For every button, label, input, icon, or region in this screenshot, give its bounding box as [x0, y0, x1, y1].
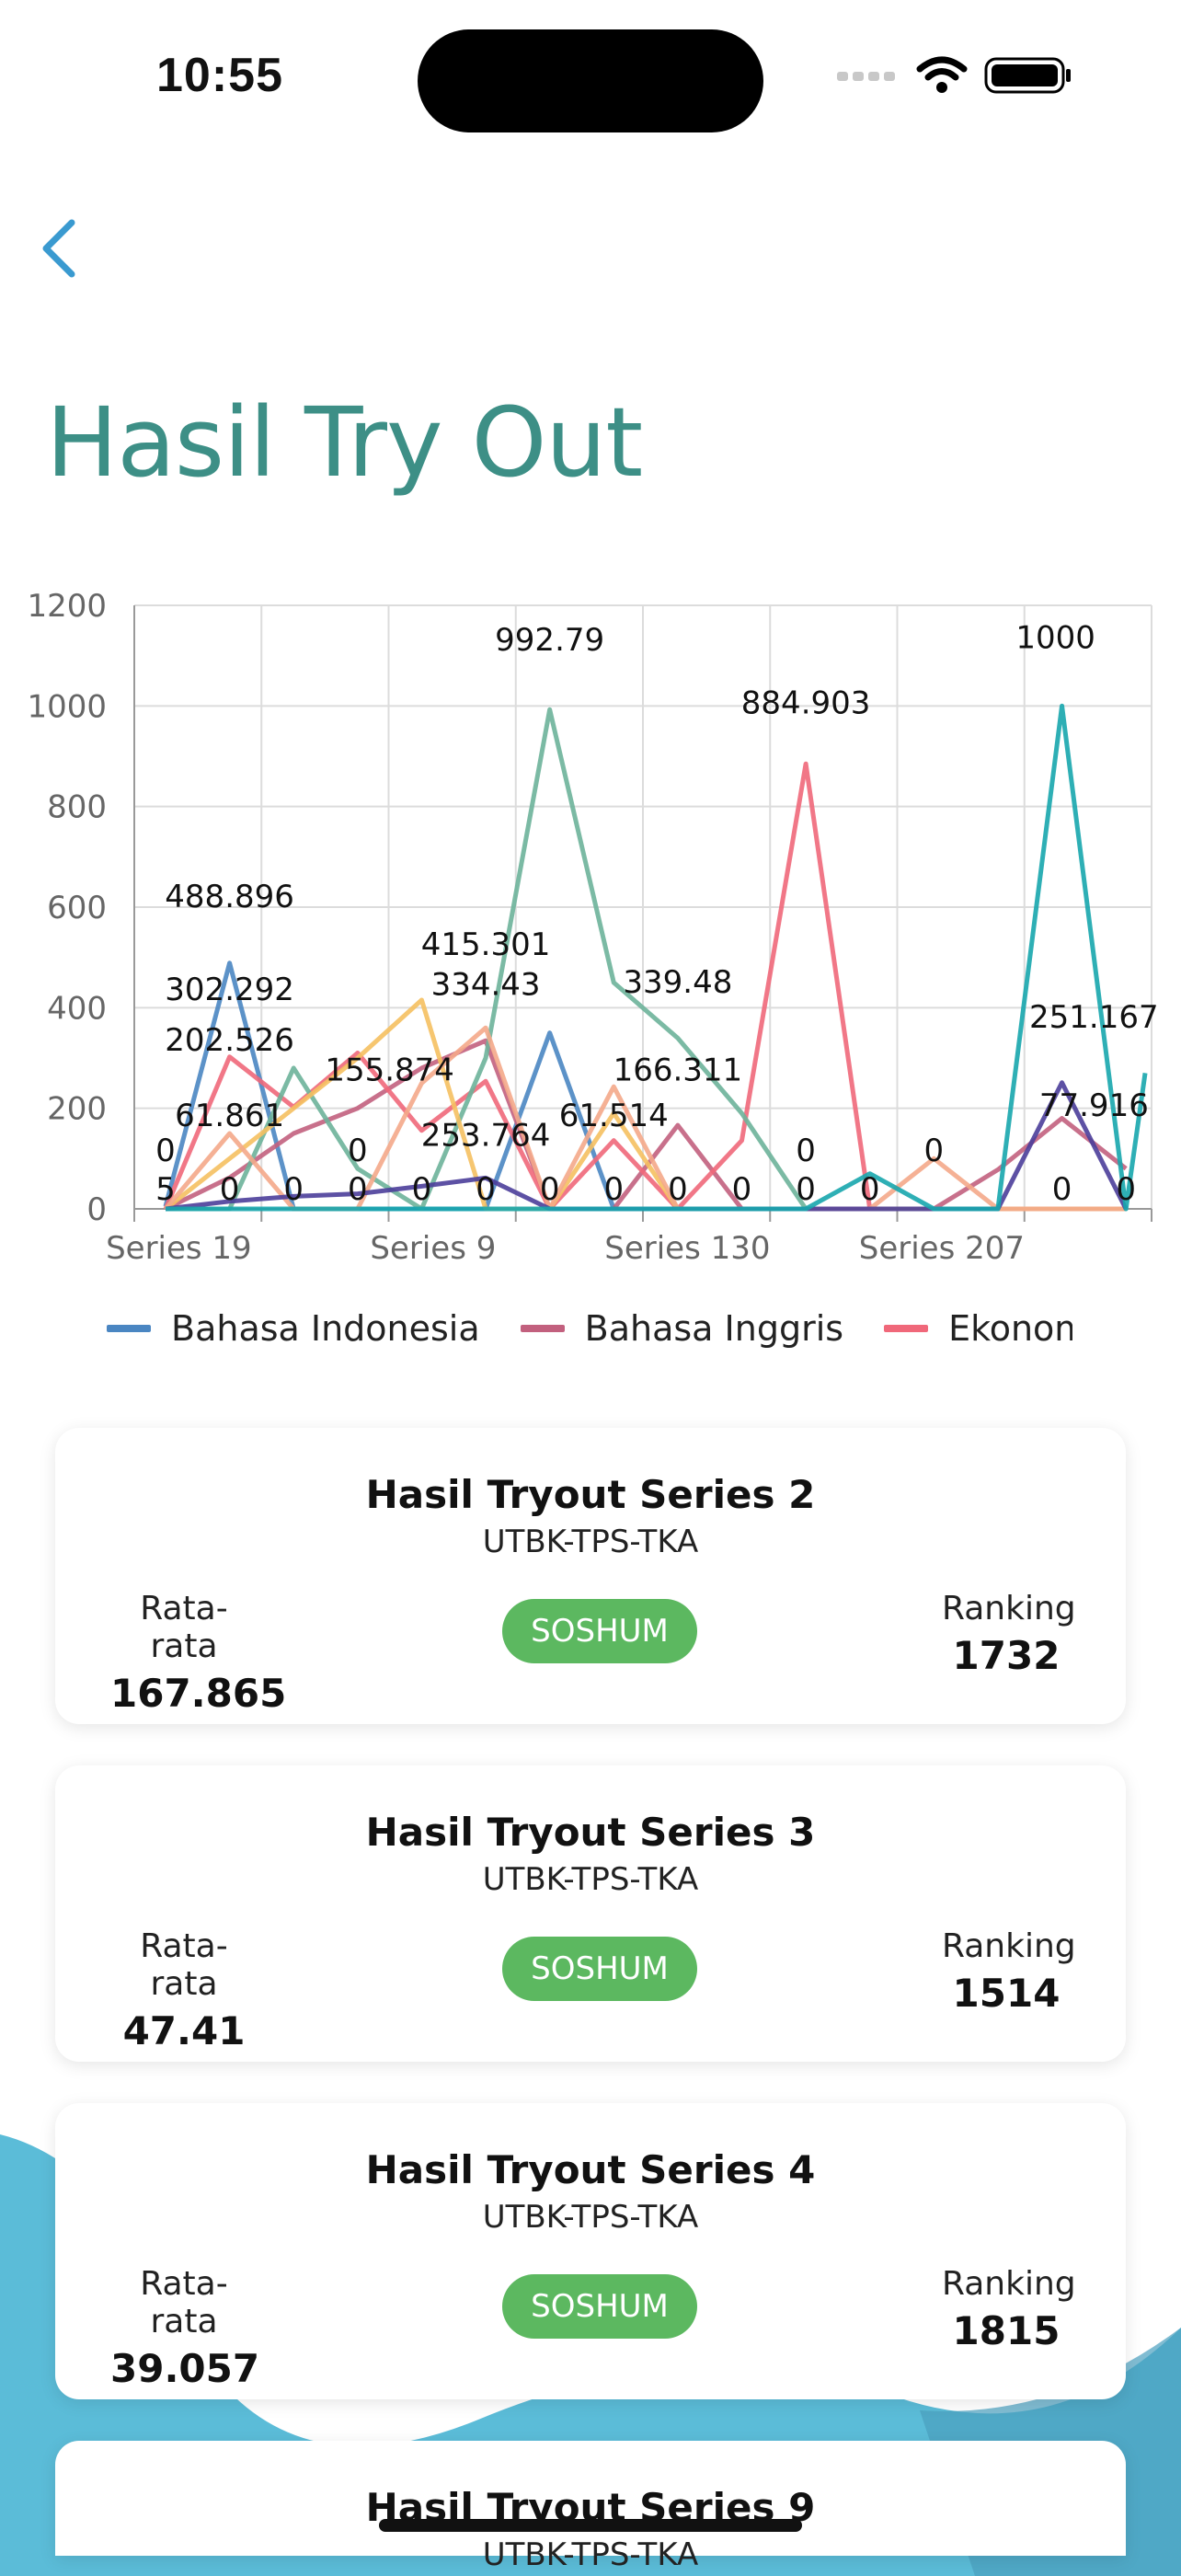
y-tick-label: 1000	[27, 688, 107, 725]
data-label: 0	[796, 1133, 816, 1169]
data-label: 884.903	[741, 685, 871, 722]
y-tick-label: 600	[47, 890, 107, 926]
data-label: 0	[412, 1171, 432, 1208]
data-label: 334.43	[431, 967, 541, 1004]
data-label: 77.916	[1039, 1087, 1149, 1124]
ranking-value: 1732	[952, 1633, 1061, 1678]
data-label: 0	[348, 1171, 368, 1208]
data-label: 0	[348, 1133, 368, 1169]
card-title: Hasil Tryout Series 2	[365, 1472, 816, 1517]
result-card[interactable]: Hasil Tryout Series 4 UTBK-TPS-TKA Rata-…	[55, 2103, 1126, 2399]
ranking-label: Ranking	[942, 1590, 1076, 1627]
average-value: 167.865	[110, 1671, 287, 1716]
page-title: Hasil Try Out	[46, 386, 643, 499]
data-label: 0	[732, 1171, 752, 1208]
data-label: 415.301	[421, 926, 551, 963]
status-time: 10:55	[156, 49, 283, 102]
series-line-7	[166, 703, 1148, 1212]
data-label: 202.526	[165, 1022, 294, 1059]
data-label: 0	[283, 1171, 304, 1208]
data-label: 61.861	[175, 1098, 284, 1134]
y-tick-label: 1200	[27, 588, 107, 625]
result-card[interactable]: Hasil Tryout Series 2 UTBK-TPS-TKA Rata-…	[55, 1428, 1126, 1724]
legend-swatch	[884, 1325, 929, 1332]
tryout-line-chart: 0 200 400 600 800 1000 1200 Series 19 Series 9 Se…	[27, 588, 1159, 1267]
data-label: 992.79	[495, 622, 604, 659]
ranking-label: Ranking	[942, 2265, 1076, 2303]
legend-label: Bahasa Inggris	[584, 1308, 844, 1349]
legend-label: Bahasa Indonesia	[171, 1308, 480, 1349]
dynamic-island	[418, 29, 763, 132]
y-tick-label: 800	[47, 789, 107, 826]
ranking-block: Ranking 1732	[942, 1590, 1076, 1678]
back-chevron-icon[interactable]	[35, 212, 90, 285]
wifi-icon	[916, 56, 968, 93]
average-label: Rata-rata	[140, 1590, 228, 1665]
card-subtitle: UTBK-TPS-TKA	[482, 2199, 699, 2236]
data-label: 0	[1116, 1171, 1136, 1208]
home-indicator[interactable]	[379, 2519, 802, 2532]
legend-item-bahasa-indonesia[interactable]: Bahasa Indonesia	[107, 1301, 480, 1356]
average-block: Rata-rata 39.057	[110, 2265, 260, 2391]
data-label: 251.167	[1029, 999, 1159, 1036]
data-label: 253.764	[421, 1118, 551, 1155]
ranking-label: Ranking	[942, 1927, 1076, 1965]
data-label: 166.311	[613, 1052, 743, 1089]
ranking-value: 1815	[952, 2308, 1061, 2353]
y-tick-label: 200	[47, 1091, 107, 1128]
data-label: 0	[220, 1171, 240, 1208]
x-tick-label: Series 19	[106, 1230, 252, 1267]
program-badge: SOSHUM	[502, 2274, 697, 2339]
legend-item-bahasa-inggris[interactable]: Bahasa Inggris	[520, 1301, 844, 1356]
data-label: 339.48	[623, 964, 732, 1001]
data-label: 61.514	[559, 1098, 669, 1134]
data-label: 0	[924, 1133, 945, 1169]
card-subtitle: UTBK-TPS-TKA	[482, 1861, 699, 1898]
average-block: Rata-rata 167.865	[110, 1590, 287, 1716]
x-tick-label: Series 207	[859, 1230, 1025, 1267]
legend-item-ekonomi[interactable]: Ekonomi	[884, 1301, 1072, 1356]
result-card[interactable]: Hasil Tryout Series 9 UTBK-TPS-TKA	[55, 2441, 1126, 2573]
average-label: Rata-rata	[140, 1927, 228, 2003]
average-label: Rata-rata	[140, 2265, 228, 2340]
average-value: 39.057	[110, 2346, 260, 2391]
chart-legend[interactable]: Bahasa Indonesia Bahasa Inggris Ekonomi	[107, 1301, 1072, 1356]
y-tick-label: 400	[47, 990, 107, 1027]
status-icons	[835, 55, 1072, 96]
result-card[interactable]: Hasil Tryout Series 3 UTBK-TPS-TKA Rata-…	[55, 1765, 1126, 2062]
y-tick-label: 0	[86, 1191, 107, 1228]
data-label: 0	[796, 1171, 816, 1208]
ranking-block: Ranking 1514	[942, 1927, 1076, 2016]
legend-swatch	[107, 1325, 151, 1332]
ranking-value: 1514	[952, 1971, 1061, 2016]
cellular-signal-icon	[837, 72, 895, 81]
data-label: 488.896	[165, 879, 294, 915]
data-label: 302.292	[165, 972, 294, 1008]
data-label: 1000	[1015, 619, 1095, 656]
x-tick-label: Series 9	[370, 1230, 496, 1267]
battery-icon	[984, 57, 1071, 94]
data-label: 0	[860, 1171, 880, 1208]
x-tick-label: Series 130	[604, 1230, 770, 1267]
data-label: 0	[603, 1171, 624, 1208]
card-title: Hasil Tryout Series 4	[365, 2147, 816, 2192]
card-subtitle: UTBK-TPS-TKA	[482, 2536, 699, 2573]
data-label: 0	[668, 1171, 688, 1208]
data-label: 155.874	[325, 1052, 454, 1089]
card-subtitle: UTBK-TPS-TKA	[482, 1524, 699, 1560]
legend-swatch	[520, 1325, 565, 1332]
data-label: 0	[1052, 1171, 1072, 1208]
data-label: 0	[476, 1171, 496, 1208]
average-value: 47.41	[122, 2008, 246, 2053]
card-title: Hasil Tryout Series 3	[365, 1810, 816, 1855]
program-badge: SOSHUM	[502, 1937, 697, 2001]
data-label: 0	[155, 1133, 176, 1169]
data-label: 0	[540, 1171, 560, 1208]
data-label: 5	[155, 1171, 176, 1208]
program-badge: SOSHUM	[502, 1599, 697, 1663]
average-block: Rata-rata 47.41	[110, 1927, 258, 2053]
legend-label: Ekonomi	[948, 1308, 1072, 1349]
ranking-block: Ranking 1815	[942, 2265, 1076, 2353]
